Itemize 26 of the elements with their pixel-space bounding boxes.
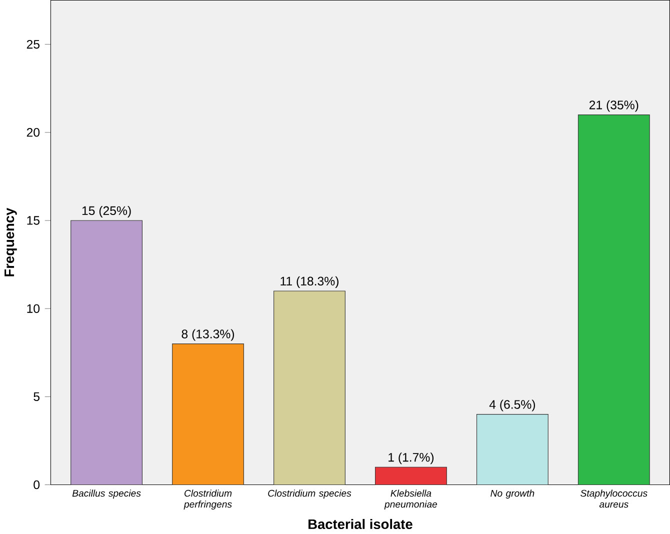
y-axis-title: Frequency xyxy=(4,208,17,276)
y-tick-label: 15 xyxy=(27,216,40,226)
data-label: 21 (35%) xyxy=(589,100,638,112)
bar xyxy=(172,344,244,486)
data-label: 15 (25%) xyxy=(82,206,131,218)
x-tick-label: No growth xyxy=(490,490,534,499)
x-tick-label: Klebsiella pneumoniae xyxy=(384,490,438,510)
bar xyxy=(375,467,447,486)
x-tick-label: Staphylococcus aureus xyxy=(580,490,648,508)
y-tick-label: 20 xyxy=(26,128,40,137)
data-label: 8 (13.3%) xyxy=(182,329,234,341)
x-tick-label: Clostridium species xyxy=(268,490,352,499)
bar xyxy=(476,414,548,486)
y-tick-label: 25 xyxy=(26,40,40,49)
data-label: 4 (6.5%) xyxy=(489,400,536,412)
x-axis-title: Bacterial isolate xyxy=(308,519,412,530)
x-tick-label: Bacillus species xyxy=(72,490,141,499)
bar xyxy=(70,220,143,486)
y-tick-label: 0 xyxy=(34,480,40,490)
bar xyxy=(578,114,650,486)
y-tick-label: 10 xyxy=(27,304,40,314)
data-label: 11 (18.3%) xyxy=(280,276,338,288)
y-tick-label: 5 xyxy=(34,392,40,402)
bar xyxy=(274,290,346,486)
x-tick-label: Clostridium perfringens xyxy=(184,490,232,510)
data-label: 1 (1.7%) xyxy=(388,452,434,464)
